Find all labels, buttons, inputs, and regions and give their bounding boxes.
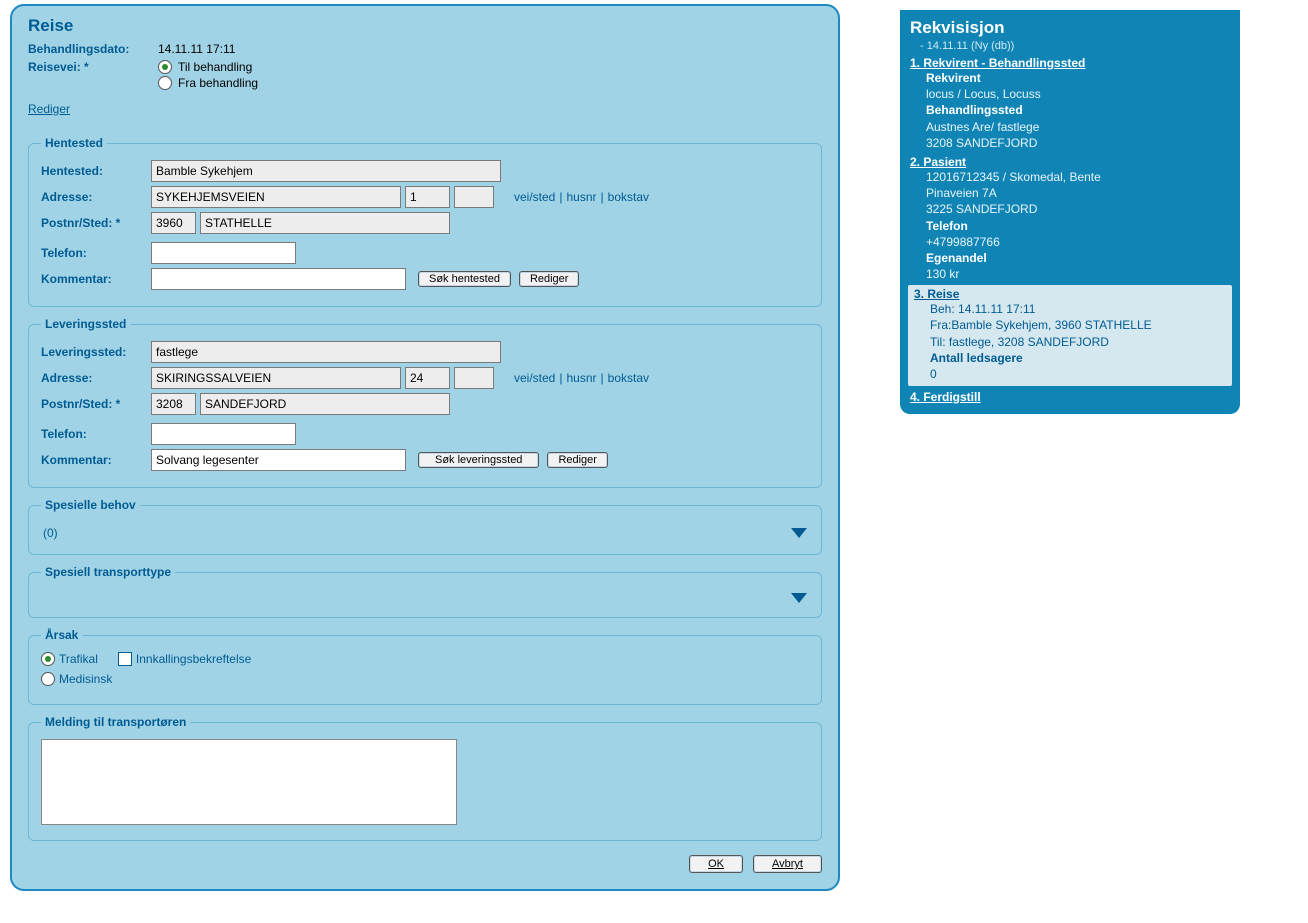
- spesielle-behov-fieldset: Spesielle behov (0): [28, 498, 822, 555]
- side-sec3-ledsagere-label: Antall ledsagere: [930, 350, 1226, 366]
- side-sec2-telefon-value: +4799887766: [926, 234, 1230, 250]
- arsak-fieldset: Årsak Trafikal Innkallingsbekreftelse Me…: [28, 628, 822, 705]
- leveringssted-legend: Leveringssted: [41, 317, 130, 331]
- leveringssted-fieldset: Leveringssted Leveringssted: Adresse: ve…: [28, 317, 822, 488]
- reisevei-til-label: Til behandling: [178, 60, 252, 74]
- hentested-name-label: Hentested:: [41, 164, 151, 178]
- spesielle-behov-legend: Spesielle behov: [41, 498, 140, 512]
- hentested-legend: Hentested: [41, 136, 107, 150]
- rediger-link[interactable]: Rediger: [28, 102, 70, 116]
- side-panel: Rekvisisjon - 14.11.11 (Ny (db)) 1. Rekv…: [900, 10, 1240, 414]
- spesielle-behov-count: (0): [43, 526, 58, 540]
- leveringssted-sted-input[interactable]: [200, 393, 450, 415]
- side-sec3-line2: Fra:Bamble Sykehjem, 3960 STATHELLE: [930, 317, 1226, 333]
- spesiell-transporttype-legend: Spesiell transporttype: [41, 565, 175, 579]
- side-subtitle: - 14.11.11 (Ny (db)): [920, 40, 1230, 52]
- hentested-street-input[interactable]: [151, 186, 401, 208]
- leveringssted-edit-button[interactable]: Rediger: [547, 452, 608, 468]
- cancel-button[interactable]: Avbryt: [753, 855, 822, 873]
- side-sec3-active: 3. Reise Beh: 14.11.11 17:11 Fra:Bamble …: [908, 285, 1232, 386]
- melding-fieldset: Melding til transportøren: [28, 715, 822, 841]
- reisevei-til-radio[interactable]: [158, 60, 172, 74]
- arsak-medisinsk-radio[interactable]: [41, 672, 55, 686]
- reisevei-fra-radio[interactable]: [158, 76, 172, 90]
- hentested-fieldset: Hentested Hentested: Adresse: vei/sted|h…: [28, 136, 822, 307]
- leveringssted-address-hint: vei/sted|husnr|bokstav: [514, 371, 649, 385]
- chevron-down-icon[interactable]: [791, 593, 807, 603]
- side-sec1-beh-line1: Austnes Are/ fastlege: [926, 119, 1230, 135]
- leveringssted-housenr-input[interactable]: [405, 367, 450, 389]
- side-sec1-beh-line2: 3208 SANDEFJORD: [926, 135, 1230, 151]
- melding-textarea[interactable]: [41, 739, 457, 825]
- side-sec1-rekvirent-value: locus / Locus, Locuss: [926, 86, 1230, 102]
- arsak-trafikal-radio[interactable]: [41, 652, 55, 666]
- side-sec2-egenandel-value: 130 kr: [926, 266, 1230, 282]
- hentested-telefon-label: Telefon:: [41, 246, 151, 260]
- arsak-medisinsk-label: Medisinsk: [59, 672, 112, 686]
- page-title: Reise: [28, 16, 822, 36]
- ok-button[interactable]: OK: [689, 855, 743, 873]
- leveringssted-search-button[interactable]: Søk leveringssted: [418, 452, 539, 468]
- hentested-edit-button[interactable]: Rediger: [519, 271, 580, 287]
- reisevei-label: Reisevei: *: [28, 60, 158, 74]
- side-sec2-line3: 3225 SANDEFJORD: [926, 201, 1230, 217]
- side-sec3-line3: Til: fastlege, 3208 SANDEFJORD: [930, 334, 1226, 350]
- leveringssted-telefon-input[interactable]: [151, 423, 296, 445]
- hentested-address-hint: vei/sted|husnr|bokstav: [514, 190, 649, 204]
- leveringssted-name-label: Leveringssted:: [41, 345, 151, 359]
- hentested-housenr-input[interactable]: [405, 186, 450, 208]
- side-sec1-behandlingssted-label: Behandlingssted: [926, 102, 1230, 118]
- leveringssted-name-input[interactable]: [151, 341, 501, 363]
- behandlingsdato-value: 14.11.11 17:11: [158, 42, 235, 56]
- behandlingsdato-label: Behandlingsdato:: [28, 42, 158, 56]
- side-sec2-line1: 12016712345 / Skomedal, Bente: [926, 169, 1230, 185]
- arsak-innkalling-label: Innkallingsbekreftelse: [136, 652, 251, 666]
- hentested-search-button[interactable]: Søk hentested: [418, 271, 511, 287]
- arsak-legend: Årsak: [41, 628, 82, 642]
- side-sec3-line1: Beh: 14.11.11 17:11: [930, 301, 1226, 317]
- spesiell-transporttype-fieldset: Spesiell transporttype: [28, 565, 822, 618]
- arsak-trafikal-label: Trafikal: [59, 652, 98, 666]
- leveringssted-street-input[interactable]: [151, 367, 401, 389]
- side-sec2-header[interactable]: 2. Pasient: [910, 155, 1230, 169]
- main-panel: Reise Behandlingsdato: 14.11.11 17:11 Re…: [10, 4, 840, 891]
- hentested-postnr-label: Postnr/Sted: *: [41, 216, 151, 230]
- side-sec3-ledsagere-value: 0: [930, 366, 1226, 382]
- leveringssted-letter-input[interactable]: [454, 367, 494, 389]
- hentested-telefon-input[interactable]: [151, 242, 296, 264]
- leveringssted-adresse-label: Adresse:: [41, 371, 151, 385]
- side-sec1-rekvirent-label: Rekvirent: [926, 70, 1230, 86]
- leveringssted-telefon-label: Telefon:: [41, 427, 151, 441]
- hentested-postnr-input[interactable]: [151, 212, 196, 234]
- leveringssted-postnr-label: Postnr/Sted: *: [41, 397, 151, 411]
- hentested-kommentar-input[interactable]: [151, 268, 406, 290]
- hentested-kommentar-label: Kommentar:: [41, 272, 151, 286]
- arsak-innkalling-checkbox[interactable]: [118, 652, 132, 666]
- side-sec2-egenandel-label: Egenandel: [926, 250, 1230, 266]
- reisevei-fra-label: Fra behandling: [178, 76, 258, 90]
- side-title: Rekvisisjon: [910, 18, 1230, 38]
- side-sec2-telefon-label: Telefon: [926, 218, 1230, 234]
- chevron-down-icon[interactable]: [791, 528, 807, 538]
- hentested-name-input[interactable]: [151, 160, 501, 182]
- hentested-letter-input[interactable]: [454, 186, 494, 208]
- hentested-sted-input[interactable]: [200, 212, 450, 234]
- leveringssted-postnr-input[interactable]: [151, 393, 196, 415]
- side-sec2-line2: Pinaveien 7A: [926, 185, 1230, 201]
- side-sec3-header[interactable]: 3. Reise: [914, 287, 1226, 301]
- leveringssted-kommentar-label: Kommentar:: [41, 453, 151, 467]
- side-sec4-header[interactable]: 4. Ferdigstill: [910, 390, 1230, 404]
- hentested-adresse-label: Adresse:: [41, 190, 151, 204]
- leveringssted-kommentar-input[interactable]: [151, 449, 406, 471]
- melding-legend: Melding til transportøren: [41, 715, 190, 729]
- side-sec1-header[interactable]: 1. Rekvirent - Behandlingssted: [910, 56, 1230, 70]
